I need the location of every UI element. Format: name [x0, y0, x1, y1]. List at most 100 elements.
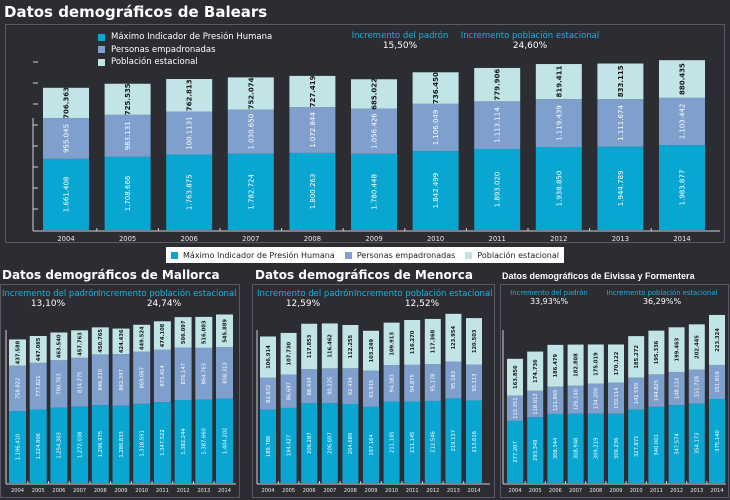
value-label: 202.445	[695, 335, 701, 359]
x-tick-label: 2012	[426, 488, 439, 494]
bar-segment-estacional	[301, 323, 318, 370]
bar-segment-estacional	[260, 336, 276, 378]
value-label: 120.503	[472, 329, 478, 353]
x-tick-label: 2014	[711, 488, 724, 494]
bar-segment-max	[445, 398, 462, 483]
bar-segment-padron	[9, 365, 26, 412]
increment-value: 36,29%%	[642, 297, 682, 306]
value-label: 450.765	[98, 329, 104, 353]
value-label: 1.072.844	[309, 112, 317, 148]
value-label: 1.780.448	[370, 174, 378, 210]
value-label: 327.871	[634, 436, 640, 457]
value-label: 1.224.906	[36, 433, 42, 459]
bar-segment-padron	[280, 374, 297, 408]
bar-segment-estacional	[29, 336, 47, 363]
increment-label: Incremento población estacional	[98, 289, 237, 299]
increment-value: 13,10%	[30, 299, 66, 309]
bar-segment-padron	[709, 364, 725, 399]
value-label: 706.363	[62, 87, 70, 119]
value-label: 95.183	[451, 371, 457, 389]
bar-segment-max	[404, 401, 421, 483]
value-label: 134.200	[594, 388, 600, 409]
value-label: 437.588	[15, 340, 21, 364]
value-label: 862.397	[119, 369, 125, 390]
value-label: 1.056.426	[370, 113, 378, 149]
bar-segment-max	[597, 146, 644, 230]
bar-segment-max	[507, 420, 523, 483]
value-label: 424.436	[119, 329, 125, 353]
x-tick-label: 2006	[181, 235, 198, 243]
value-label: 293.349	[533, 439, 539, 460]
value-label: 1.842.499	[432, 173, 440, 209]
legend-label: Máximo Indicador de Presión Humana	[183, 250, 335, 260]
mallorca-chart-frame	[0, 284, 240, 498]
bar-segment-max	[174, 400, 192, 483]
bar-segment-padron	[412, 103, 459, 152]
main-title: Datos demográficos de Balears	[4, 3, 268, 21]
bar-segment-max	[668, 405, 685, 483]
increment-label: Incremento población estacional	[460, 31, 600, 41]
bar-segment-max	[321, 403, 338, 483]
value-label: 206.697	[328, 432, 334, 453]
increment-estacional: Incremento población estacional 24,60%	[450, 31, 610, 51]
x-tick-label: 2013	[447, 488, 460, 494]
value-label: 869.067	[140, 367, 146, 388]
bar-segment-estacional	[597, 63, 644, 100]
value-label: 113.351	[513, 397, 519, 418]
bar-segment-padron	[404, 364, 421, 402]
value-label: 170.122	[614, 351, 620, 375]
bar-segment-padron	[289, 107, 336, 153]
increment-value: 24,74%	[146, 299, 182, 309]
x-tick-label: 2004	[57, 235, 74, 243]
x-tick-label: 2010	[385, 488, 398, 494]
bar-segment-estacional	[153, 321, 171, 350]
value-label: 86.697	[286, 382, 292, 400]
bar-segment-padron	[628, 377, 645, 410]
bar-segment-estacional	[363, 330, 379, 371]
bar-segment-estacional	[628, 336, 645, 378]
value-label: 340.001	[654, 434, 660, 455]
bar-segment-estacional	[412, 72, 459, 104]
value-label: 309.236	[614, 438, 620, 459]
value-label: 846.210	[98, 369, 104, 390]
increment-value: 12,52%	[404, 299, 440, 309]
bar-segment-estacional	[383, 322, 400, 366]
bar-segment-max	[608, 413, 624, 483]
value-label: 1.254.303	[57, 432, 63, 458]
x-tick-label: 2009	[365, 235, 382, 243]
value-label: 106.914	[266, 345, 272, 369]
value-label: 195.336	[654, 340, 660, 364]
x-tick-label: 2004	[11, 488, 24, 494]
value-label: 1.938.850	[555, 171, 563, 207]
bar-segment-estacional	[474, 67, 521, 102]
increment-padron: Incremento del padrón 15,50%	[345, 31, 455, 51]
bar-segment-max	[383, 401, 400, 483]
value-label: 212.546	[431, 431, 437, 452]
x-tick-label: 2006	[549, 488, 562, 494]
value-label: 151.728	[695, 376, 701, 397]
increment-value: 15,50%	[382, 41, 418, 51]
bar-segment-estacional	[289, 75, 336, 108]
bar-segment-padron	[43, 118, 89, 159]
value-label: 375.140	[715, 430, 721, 451]
value-label: 117.853	[307, 334, 313, 358]
value-label: 144.825	[654, 380, 660, 401]
value-label: 1.030.650	[247, 114, 255, 150]
x-tick-label: 2007	[569, 488, 582, 494]
legend-swatch-max	[98, 33, 105, 41]
value-label: 752.074	[247, 77, 255, 109]
menorca-chart-frame	[252, 284, 495, 498]
eivissa-title: Datos demográficos de Eivissa y Formente…	[502, 271, 695, 281]
bar-segment-padron	[112, 354, 130, 406]
value-label: 1.272.038	[77, 432, 83, 458]
legend-label: Máximo Indicador de Presión Humana	[111, 32, 273, 42]
value-label: 88.434	[307, 377, 313, 396]
bar-segment-padron	[648, 374, 665, 407]
bar-segment-padron	[668, 371, 685, 406]
value-label: 175.019	[594, 352, 600, 376]
value-label: 94.875	[410, 374, 416, 392]
value-label: 758.822	[15, 378, 21, 399]
value-label: 139.114	[614, 387, 620, 409]
value-label: 93.113	[472, 373, 478, 391]
x-tick-label: 2007	[242, 235, 259, 243]
